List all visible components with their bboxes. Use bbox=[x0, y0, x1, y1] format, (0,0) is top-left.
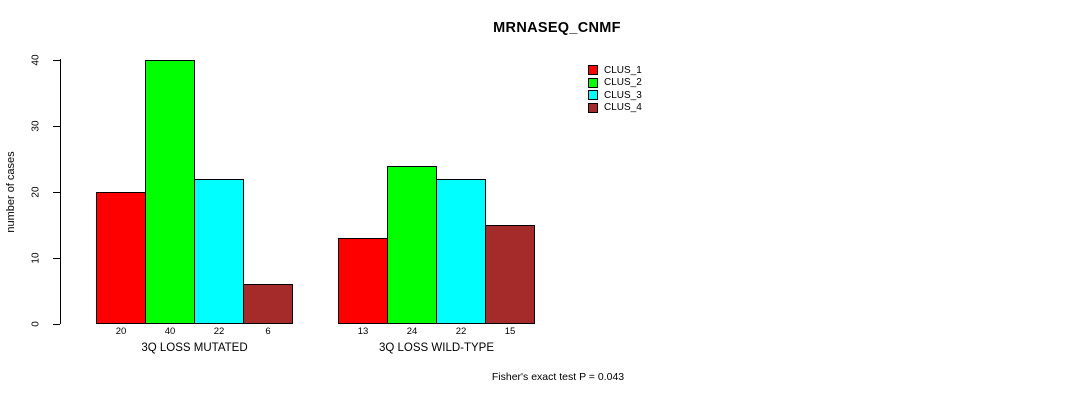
y-tick-mark bbox=[53, 324, 60, 325]
y-axis-label: number of cases bbox=[5, 151, 17, 233]
chart-title: MRNASEQ_CNMF bbox=[493, 20, 621, 36]
legend-row: CLUS_2 bbox=[588, 77, 642, 90]
bar-value-label: 6 bbox=[265, 326, 271, 337]
x-category-label: 3Q LOSS MUTATED bbox=[141, 342, 248, 354]
bar-clus_2 bbox=[387, 166, 437, 324]
bar-value-label: 24 bbox=[406, 326, 418, 337]
bar-clus_3 bbox=[194, 179, 244, 324]
legend: CLUS_1 CLUS_2 CLUS_3 CLUS_4 bbox=[588, 64, 642, 114]
legend-swatch-clus_3 bbox=[588, 90, 598, 101]
bar-clus_1 bbox=[96, 192, 146, 324]
legend-row: CLUS_1 bbox=[588, 64, 642, 77]
bar-clus_4 bbox=[243, 284, 293, 324]
legend-swatch-clus_1 bbox=[588, 65, 598, 76]
y-axis-line bbox=[60, 59, 61, 324]
bar-value-label: 22 bbox=[213, 326, 225, 337]
bar-value-label: 15 bbox=[504, 326, 516, 337]
bar-clus_4 bbox=[485, 225, 535, 324]
stat-test-annotation: Fisher's exact test P = 0.043 bbox=[491, 371, 625, 383]
legend-label: CLUS_3 bbox=[604, 89, 642, 101]
bar-value-label: 40 bbox=[164, 326, 176, 337]
legend-row: CLUS_3 bbox=[588, 89, 642, 102]
bar-clus_3 bbox=[436, 179, 486, 324]
y-tick-mark bbox=[53, 258, 60, 259]
y-tick-label: 0 bbox=[30, 321, 42, 327]
y-tick-mark bbox=[53, 60, 60, 61]
legend-label: CLUS_1 bbox=[604, 64, 642, 76]
legend-row: CLUS_4 bbox=[588, 102, 642, 115]
y-tick-label: 10 bbox=[30, 252, 42, 264]
bar-clus_1 bbox=[338, 238, 388, 324]
legend-swatch-clus_4 bbox=[588, 102, 598, 113]
legend-label: CLUS_4 bbox=[604, 102, 642, 114]
y-tick-mark bbox=[53, 192, 60, 193]
bar-value-label: 20 bbox=[115, 326, 127, 337]
bar-value-label: 22 bbox=[455, 326, 467, 337]
y-tick-label: 30 bbox=[30, 120, 42, 132]
bar-value-label: 13 bbox=[357, 326, 369, 337]
y-tick-mark bbox=[53, 126, 60, 127]
x-category-label: 3Q LOSS WILD-TYPE bbox=[378, 342, 495, 354]
bar-clus_2 bbox=[145, 60, 195, 324]
legend-label: CLUS_2 bbox=[604, 77, 642, 89]
y-tick-label: 40 bbox=[30, 54, 42, 66]
y-tick-label: 20 bbox=[30, 186, 42, 198]
legend-swatch-clus_2 bbox=[588, 77, 598, 88]
